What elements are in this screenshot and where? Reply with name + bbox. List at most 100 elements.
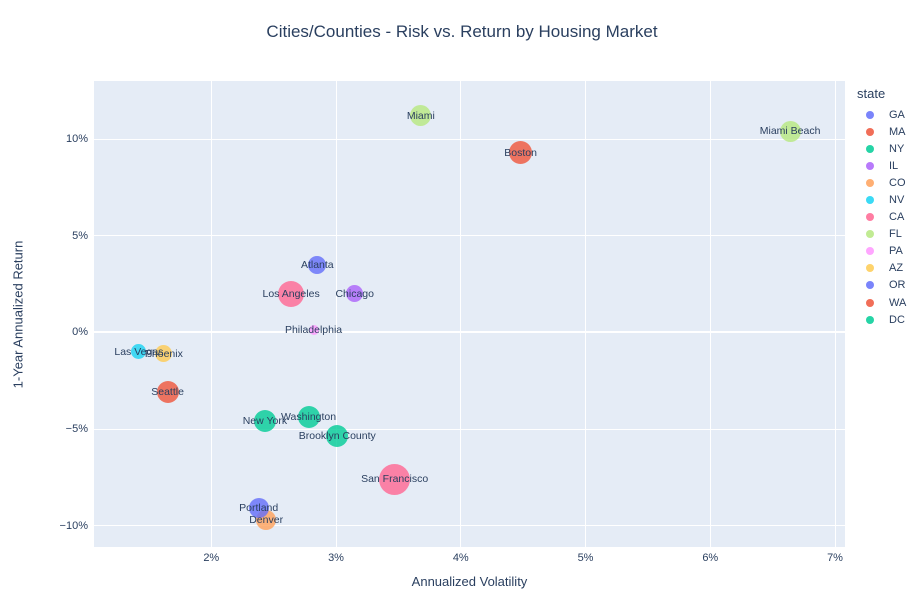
- data-point-chicago[interactable]: [346, 285, 364, 303]
- data-point-portland[interactable]: [248, 498, 269, 519]
- legend-item-pa[interactable]: PA: [852, 243, 906, 260]
- legend-item-label: CA: [889, 211, 905, 224]
- legend-item-label: OR: [889, 279, 906, 292]
- legend-swatch-icon: [866, 127, 874, 136]
- x-tick-label: 5%: [577, 552, 594, 564]
- y-gridline: [94, 235, 845, 237]
- plot-area[interactable]: Atlanta Boston New York Brooklyn County Chic…: [94, 81, 845, 547]
- x-axis-title: Annualized Volatility: [411, 574, 528, 589]
- legend-item-wa[interactable]: WA: [852, 294, 906, 311]
- data-point-las-vegas[interactable]: [131, 344, 147, 360]
- legend-item-label: FL: [889, 228, 902, 241]
- legend-swatch-icon: [866, 161, 874, 170]
- legend-item-label: IL: [889, 159, 899, 172]
- data-point-washington[interactable]: [297, 406, 320, 429]
- legend-item-label: DC: [889, 313, 905, 326]
- data-point-boston[interactable]: [509, 141, 533, 165]
- data-point-label: Seattle: [151, 386, 184, 399]
- data-point-label: Washington: [281, 411, 337, 424]
- data-point-miami-beach[interactable]: [779, 120, 801, 142]
- data-point-label: New York: [242, 415, 288, 428]
- legend-swatch-icon: [866, 144, 874, 153]
- legend-swatch-icon: [866, 315, 874, 324]
- data-point-label: Portland: [239, 502, 279, 515]
- y-gridline: [94, 331, 845, 334]
- data-point-label: Las Vegas: [114, 345, 164, 358]
- x-gridline: [460, 81, 462, 547]
- data-point-phoenix[interactable]: [155, 345, 173, 363]
- legend-swatch-icon: [866, 281, 874, 290]
- y-axis-title: 1-Year Annualized Return: [10, 240, 26, 389]
- x-gridline: [709, 81, 711, 547]
- data-point-los-angeles[interactable]: [278, 280, 305, 307]
- x-tick-label: 2%: [203, 552, 220, 564]
- legend-swatch-icon: [866, 110, 874, 119]
- data-point-seattle[interactable]: [156, 381, 179, 404]
- x-gridline: [585, 81, 587, 547]
- legend-items: GA MA NY IL CO NV CA FL PA AZ OR WA DC: [852, 106, 906, 328]
- data-point-label: Chicago: [335, 287, 374, 300]
- data-point-label: Brooklyn County: [298, 429, 376, 442]
- data-point-label: Miami: [406, 109, 435, 122]
- data-point-label: Atlanta: [300, 258, 334, 271]
- legend-item-label: PA: [889, 245, 903, 258]
- legend-item-label: GA: [889, 108, 905, 121]
- data-point-label: Denver: [249, 513, 284, 526]
- data-point-atlanta[interactable]: [308, 255, 327, 274]
- data-point-label: Phoenix: [144, 347, 183, 360]
- data-point-label: Philadelphia: [284, 324, 343, 337]
- y-gridline: [94, 525, 845, 527]
- data-point-new-york[interactable]: [253, 410, 276, 433]
- legend-item-fl[interactable]: FL: [852, 226, 906, 243]
- data-point-label: Los Angeles: [262, 287, 320, 300]
- data-point-san-francisco[interactable]: [379, 463, 411, 495]
- legend-swatch-icon: [866, 230, 874, 239]
- legend-item-ma[interactable]: MA: [852, 123, 906, 140]
- x-tick-label: 3%: [328, 552, 344, 564]
- x-tick-label: 4%: [452, 552, 469, 564]
- x-gridline: [335, 81, 337, 547]
- data-point-philadelphia[interactable]: [308, 325, 319, 336]
- legend-item-label: AZ: [889, 262, 904, 275]
- y-tick-label: 5%: [72, 229, 88, 242]
- x-gridline: [210, 81, 212, 547]
- chart-title: Cities/Counties - Risk vs. Return by Hou…: [266, 22, 658, 41]
- legend-item-label: NV: [889, 194, 905, 207]
- legend-item-label: MA: [889, 125, 906, 138]
- legend-item-ca[interactable]: CA: [852, 209, 906, 226]
- x-tick-label: 6%: [702, 552, 719, 564]
- legend: state GA MA NY IL CO NV CA FL PA AZ OR WA DC: [852, 86, 906, 328]
- legend-swatch-icon: [866, 196, 874, 205]
- x-tick-label: 7%: [827, 552, 843, 564]
- y-tick-label: −5%: [65, 423, 88, 436]
- legend-item-co[interactable]: CO: [852, 174, 906, 191]
- legend-item-ny[interactable]: NY: [852, 140, 906, 157]
- y-gridline: [94, 428, 845, 430]
- y-gridline: [94, 138, 845, 140]
- legend-swatch-icon: [866, 298, 874, 307]
- data-point-miami[interactable]: [410, 105, 432, 127]
- legend-swatch-icon: [866, 213, 874, 222]
- legend-item-label: CO: [889, 176, 906, 189]
- data-point-label: Boston: [504, 146, 537, 159]
- data-point-brooklyn-county[interactable]: [326, 424, 349, 447]
- legend-item-nv[interactable]: NV: [852, 191, 906, 208]
- y-tick-label: 0%: [72, 326, 88, 339]
- x-gridline: [834, 81, 836, 547]
- legend-item-or[interactable]: OR: [852, 277, 906, 294]
- legend-swatch-icon: [866, 247, 874, 256]
- y-tick-label: −10%: [59, 519, 88, 532]
- legend-item-az[interactable]: AZ: [852, 260, 906, 277]
- legend-item-dc[interactable]: DC: [852, 311, 906, 328]
- data-point-label: Miami Beach: [759, 125, 821, 138]
- legend-item-label: NY: [889, 142, 905, 155]
- legend-item-label: WA: [889, 296, 907, 309]
- legend-item-il[interactable]: IL: [852, 157, 906, 174]
- legend-title: state: [857, 86, 886, 101]
- legend-swatch-icon: [866, 264, 874, 273]
- y-tick-label: 10%: [65, 133, 88, 145]
- legend-swatch-icon: [866, 178, 874, 187]
- data-point-label: San Francisco: [361, 473, 429, 486]
- legend-item-ga[interactable]: GA: [852, 106, 906, 123]
